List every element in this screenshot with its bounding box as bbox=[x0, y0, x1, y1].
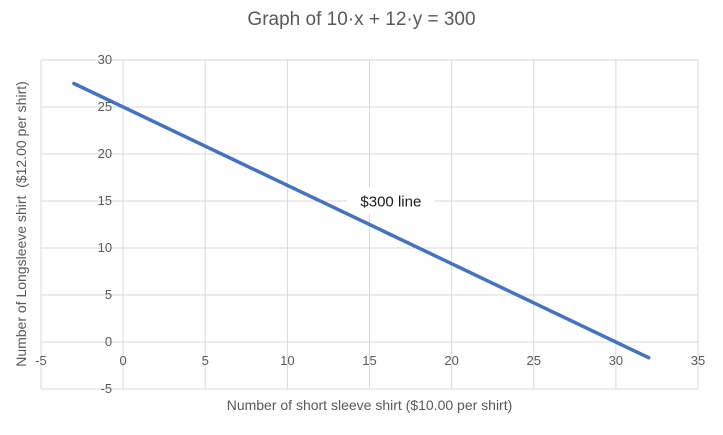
y-tick-label: 15 bbox=[98, 193, 112, 208]
x-tick-label: 0 bbox=[120, 353, 127, 368]
chart-title: Graph of 10·x + 12·y = 300 bbox=[247, 9, 476, 30]
x-tick-label: 5 bbox=[202, 353, 209, 368]
y-tick-label: -5 bbox=[101, 381, 113, 396]
x-tick-label: -5 bbox=[35, 353, 47, 368]
y-tick-label: 0 bbox=[105, 334, 112, 349]
y-tick-label: 30 bbox=[98, 52, 112, 67]
annotation-label: $300 line bbox=[360, 194, 421, 211]
y-tick-label: 20 bbox=[98, 146, 112, 161]
x-tick-label: 15 bbox=[362, 353, 376, 368]
x-axis-title: Number of short sleeve shirt ($10.00 per… bbox=[226, 397, 513, 413]
y-tick-label: 25 bbox=[98, 99, 112, 114]
x-tick-label: 10 bbox=[280, 353, 294, 368]
x-tick-label: 25 bbox=[527, 353, 541, 368]
series-line bbox=[72, 81, 651, 360]
y-tick-label: 10 bbox=[98, 240, 112, 255]
x-tick-label: 20 bbox=[444, 353, 458, 368]
y-tick-label: 5 bbox=[105, 287, 112, 302]
x-tick-label: 30 bbox=[609, 353, 623, 368]
annotation-box bbox=[346, 188, 435, 214]
x-tick-label: 35 bbox=[691, 353, 705, 368]
